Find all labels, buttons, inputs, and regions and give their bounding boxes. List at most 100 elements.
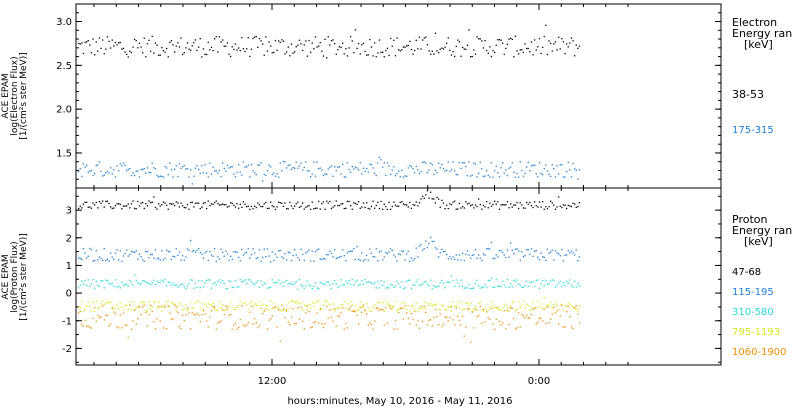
data-point xyxy=(130,328,133,330)
data-point xyxy=(313,321,315,324)
data-point xyxy=(198,314,200,316)
data-point xyxy=(370,252,373,254)
data-point xyxy=(442,250,445,253)
data-point xyxy=(514,328,517,330)
data-point xyxy=(86,41,88,43)
data-point xyxy=(137,306,139,308)
data-point xyxy=(476,316,478,318)
data-point xyxy=(569,169,571,171)
data-point xyxy=(84,309,86,311)
data-point xyxy=(470,56,472,58)
data-point xyxy=(562,204,565,206)
data-point xyxy=(460,55,462,57)
data-point xyxy=(153,52,155,54)
data-point xyxy=(166,301,168,303)
data-point xyxy=(490,55,493,58)
data-point xyxy=(342,203,344,205)
data-point xyxy=(238,47,240,49)
data-point xyxy=(383,162,385,164)
data-point xyxy=(354,202,357,205)
data-point xyxy=(127,255,129,257)
data-point xyxy=(193,287,195,289)
data-point xyxy=(169,162,171,164)
data-point xyxy=(215,309,217,311)
data-point xyxy=(545,307,547,309)
data-point xyxy=(490,241,493,244)
data-point xyxy=(340,279,342,281)
data-point xyxy=(457,39,459,41)
data-point xyxy=(422,249,424,251)
data-point xyxy=(150,50,152,52)
data-point xyxy=(198,280,200,282)
data-point xyxy=(474,53,477,55)
data-point xyxy=(471,254,473,257)
data-point xyxy=(402,46,405,48)
data-point xyxy=(150,202,152,204)
data-point xyxy=(311,250,313,252)
data-point xyxy=(510,242,512,244)
data-point xyxy=(569,205,571,207)
data-point xyxy=(95,249,97,252)
legend-title-line: Proton xyxy=(732,213,767,226)
y-axis-title-line: ACE EPAM xyxy=(1,254,11,299)
data-point xyxy=(393,254,395,256)
data-point xyxy=(476,36,478,38)
data-point xyxy=(158,306,160,308)
data-point xyxy=(257,304,259,307)
data-point xyxy=(471,287,473,289)
data-point xyxy=(479,300,481,302)
data-point xyxy=(545,164,547,166)
data-point xyxy=(420,198,422,200)
data-point xyxy=(346,282,349,284)
data-point xyxy=(455,45,457,48)
data-point xyxy=(362,202,365,204)
data-point xyxy=(369,248,371,250)
data-point xyxy=(390,37,392,40)
data-point xyxy=(422,195,424,197)
data-point xyxy=(268,309,270,311)
data-point xyxy=(569,42,571,44)
data-point xyxy=(161,250,163,252)
data-point xyxy=(518,283,520,285)
data-point xyxy=(103,206,105,208)
data-point xyxy=(343,284,345,286)
data-point xyxy=(482,286,485,289)
data-point xyxy=(236,328,238,330)
data-point xyxy=(450,275,453,277)
data-point xyxy=(222,251,224,254)
data-point xyxy=(354,258,357,261)
data-point xyxy=(78,42,80,45)
data-point xyxy=(350,283,352,285)
data-point xyxy=(122,284,125,286)
data-point xyxy=(326,173,328,175)
data-point xyxy=(562,326,565,328)
data-point xyxy=(167,250,169,253)
data-point xyxy=(476,309,478,311)
data-point xyxy=(516,279,518,281)
data-point xyxy=(478,198,480,200)
data-point xyxy=(353,310,355,312)
data-point xyxy=(482,204,485,207)
data-point xyxy=(390,208,392,210)
data-point xyxy=(252,306,254,308)
data-point xyxy=(190,169,192,171)
data-point xyxy=(342,307,344,309)
data-point xyxy=(132,320,134,322)
data-point xyxy=(292,207,294,210)
data-point xyxy=(122,312,125,314)
data-point xyxy=(561,206,563,209)
data-point xyxy=(506,201,509,203)
data-point xyxy=(518,53,520,55)
data-point xyxy=(404,287,406,289)
data-point xyxy=(542,46,544,48)
data-point xyxy=(391,169,393,171)
data-point xyxy=(449,255,451,258)
data-point xyxy=(438,324,440,326)
data-point xyxy=(257,327,259,329)
data-point xyxy=(199,208,201,210)
data-point xyxy=(254,283,256,286)
data-point xyxy=(156,318,158,320)
data-point xyxy=(222,203,224,205)
data-point xyxy=(118,170,120,172)
data-point xyxy=(94,54,96,56)
